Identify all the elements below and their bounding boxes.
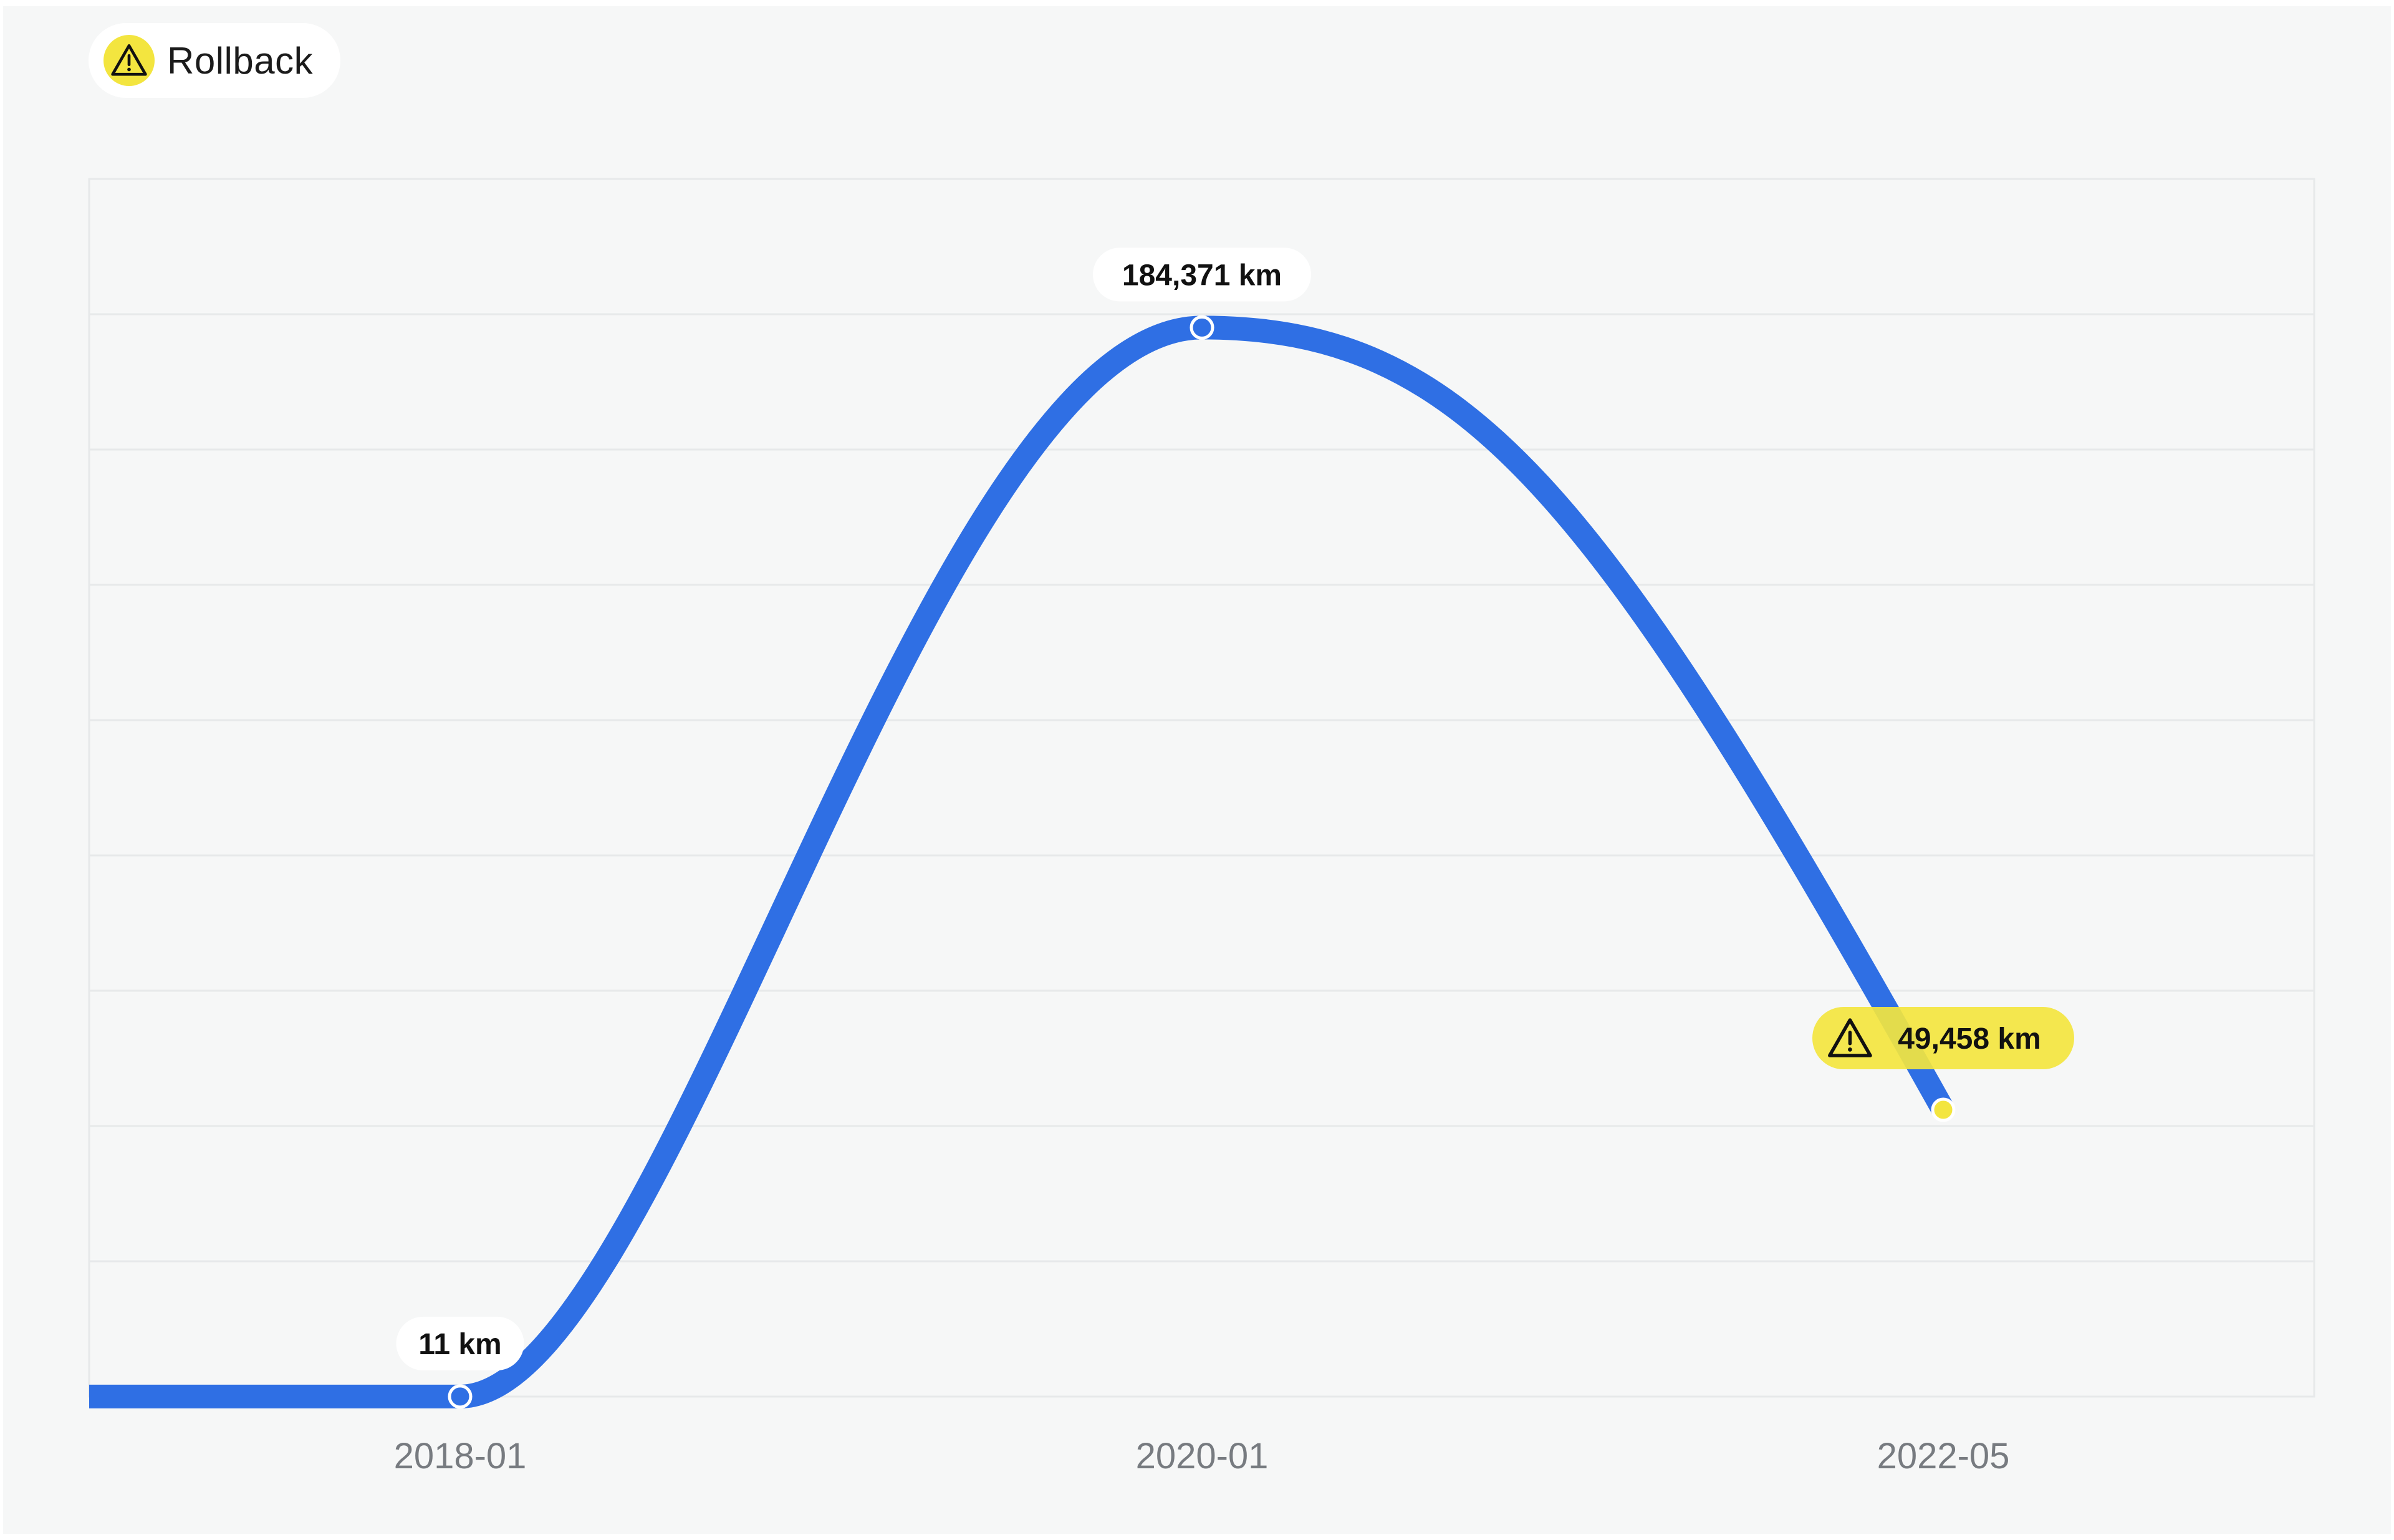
value-pill — [396, 1316, 524, 1370]
data-points: 11 km 184,371 km 49,458 km — [396, 248, 2074, 1409]
x-tick-label: 2022-05 — [1877, 1436, 2010, 1476]
series-line — [89, 315, 1954, 1408]
data-label: 49,458 km — [1898, 1023, 2041, 1056]
data-point[interactable] — [1190, 315, 1214, 340]
plot-frame — [88, 178, 2315, 1398]
grid-lines — [88, 178, 2315, 1398]
warning-icon — [103, 35, 155, 86]
data-label: 184,371 km — [1122, 259, 1282, 292]
warning-icon — [1828, 1018, 1872, 1057]
x-axis-ticks: 2018-01 2020-01 2022-05 — [394, 1436, 2010, 1476]
warning-point[interactable] — [1931, 1097, 1956, 1122]
x-tick-label: 2018-01 — [394, 1436, 527, 1476]
x-tick-label: 2020-01 — [1136, 1436, 1269, 1476]
data-point[interactable] — [448, 1384, 473, 1409]
odometer-series-line — [89, 315, 1954, 1408]
data-label: 11 km — [418, 1328, 501, 1361]
warning-value-pill — [1812, 1007, 2074, 1070]
rollback-badge[interactable]: Rollback — [89, 23, 341, 98]
value-pill — [1093, 248, 1311, 302]
rollback-label: Rollback — [167, 39, 314, 82]
